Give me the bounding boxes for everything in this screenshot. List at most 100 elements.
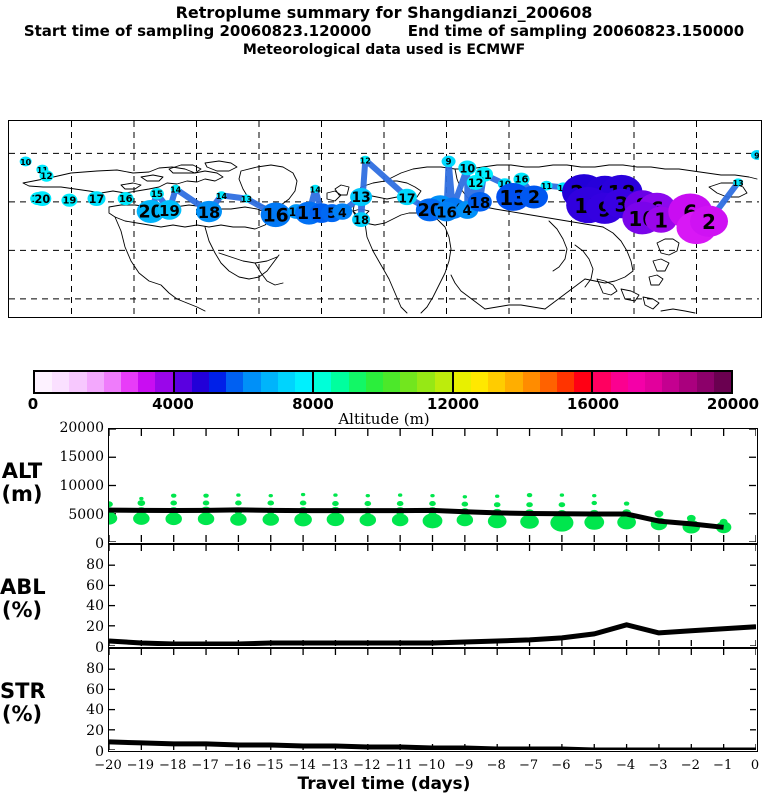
map-cluster-9[interactable]: 13 [241, 194, 252, 205]
altitude-bubble [617, 515, 636, 530]
colorbar-swatch-2-6 [417, 372, 435, 392]
map-cluster-2[interactable]: 16 [117, 192, 134, 206]
world-map-panel[interactable]: 1917161514201918141316151610541413181791… [8, 120, 762, 318]
map-cluster-20[interactable]: 9 [441, 155, 456, 168]
map-cluster-1[interactable]: 17 [87, 191, 106, 206]
x-tick-label-17: −3 [648, 758, 668, 773]
str-plot-panel[interactable] [108, 648, 758, 752]
alt-y-label-4: 20000 [59, 420, 104, 436]
colorbar-swatch-3-5 [539, 372, 557, 392]
altitude-bubble [203, 493, 209, 498]
altitude-bubble [462, 495, 468, 499]
altitude-bubble [299, 500, 307, 506]
cluster-age-label: 20 [138, 203, 162, 223]
altitude-bubble [137, 500, 146, 506]
map-cluster-31[interactable]: 16 [513, 172, 530, 186]
colorbar-swatch-2-1 [331, 372, 349, 392]
map-cluster-4[interactable]: 14 [170, 184, 182, 195]
map-svg: 1917161514201918141316151610541413181791… [9, 121, 759, 315]
altitude-bubble [294, 512, 312, 527]
cluster-age-label: 12 [360, 156, 371, 165]
altitude-bubble [461, 501, 469, 507]
cluster-age-label: 12 [468, 177, 484, 190]
abl-y-label-1: 20 [86, 619, 104, 636]
colorbar-swatch-2-2 [348, 372, 366, 392]
altitude-bubble [430, 493, 435, 498]
map-cluster-3[interactable]: 15 [149, 188, 164, 200]
colorbar-segment-4 [591, 372, 731, 392]
map-cluster-19[interactable]: 17 [396, 188, 417, 206]
map-cluster-54[interactable]: 12 [39, 170, 54, 182]
map-cluster-21[interactable]: 10 [458, 160, 477, 176]
altitude-bubble [139, 496, 144, 501]
map-cluster-49[interactable]: 20 [33, 191, 52, 206]
x-tick-label-2: −18 [158, 758, 187, 773]
cluster-age-label: 14 [216, 192, 228, 201]
str-y-label-3: 60 [86, 681, 104, 698]
colorbar-swatch-3-2 [488, 372, 506, 392]
colorbar-swatch-1-5 [260, 372, 278, 392]
cluster-age-label: 2 [702, 210, 716, 234]
colorbar-swatch-1-1 [191, 372, 209, 392]
altitude-colorbar-panel: 0 4000 8000 12000 16000 20000 Altitude (m) [0, 364, 768, 428]
altitude-bubble [592, 493, 597, 498]
cluster-blob [136, 200, 165, 224]
cluster-blob [310, 184, 321, 193]
map-cluster-23[interactable]: 12 [466, 175, 485, 190]
map-cluster-5[interactable]: 20 [136, 200, 165, 224]
map-cluster-17[interactable]: 13 [350, 187, 373, 207]
abl-y-tick-labels: 0 20 40 60 80 [42, 544, 104, 656]
map-cluster-32[interactable]: 11 [540, 180, 553, 191]
map-cluster-52[interactable]: 10 [19, 156, 32, 167]
cluster-blob [434, 201, 459, 222]
map-cluster-29[interactable]: 18 [467, 191, 492, 212]
altitude-bubble [456, 513, 474, 527]
abl-plot-panel[interactable] [108, 544, 758, 648]
colorbar-segment-0 [35, 372, 173, 392]
cluster-age-label: 10 [20, 158, 32, 167]
colorbar-swatch-0-3 [86, 372, 104, 392]
abl-y-label-2: 40 [86, 598, 104, 615]
cluster-blob [19, 156, 32, 167]
colorbar-tick-0: 0 [27, 395, 39, 413]
map-cluster-8[interactable]: 14 [216, 191, 228, 201]
map-cluster-35[interactable]: 2 [520, 185, 548, 209]
map-cluster-56[interactable]: 12 [360, 155, 371, 166]
map-cluster-10[interactable]: 16 [260, 202, 291, 228]
map-cluster-15[interactable]: 4 [332, 203, 353, 220]
map-cluster-48[interactable]: 2 [690, 205, 728, 237]
altitude-bubble [584, 514, 605, 530]
map-cluster-50[interactable]: 19 [61, 193, 78, 207]
colorbar-swatch-4-6 [696, 372, 714, 392]
cluster-age-label: 18 [198, 203, 221, 222]
page-title: Retroplume summary for Shangdianzi_20060… [175, 3, 593, 22]
colorbar-swatch-2-3 [365, 372, 383, 392]
colorbar-swatch-2-5 [400, 372, 418, 392]
altitude-bubble [550, 513, 574, 532]
colorbar-swatch-4-4 [662, 372, 680, 392]
map-cluster-34[interactable]: 13 [496, 183, 531, 211]
cluster-age-label: 16 [515, 175, 529, 186]
map-cluster-18[interactable]: 18 [352, 212, 371, 227]
x-tick-label-5: −15 [256, 758, 284, 773]
map-cluster-27[interactable]: 16 [434, 201, 459, 222]
altitude-plot-panel[interactable] [108, 428, 758, 544]
map-cluster-6[interactable]: 19 [157, 200, 182, 220]
altitude-bubble [591, 500, 597, 506]
cluster-age-label: 9 [446, 157, 452, 167]
map-cluster-16[interactable]: 14 [310, 184, 322, 195]
colorbar-gradient[interactable] [33, 370, 733, 394]
x-tick-label-9: −11 [385, 758, 413, 773]
str-y-label-1: 20 [86, 723, 104, 740]
cluster-blob [441, 155, 456, 168]
cluster-age-label: 18 [353, 214, 369, 227]
x-tick-label-3: −17 [191, 758, 219, 773]
x-tick-label-12: −8 [486, 758, 506, 773]
sampling-time-row: Start time of sampling 20060823.120000 E… [0, 22, 768, 41]
map-cluster-7[interactable]: 18 [196, 200, 222, 223]
cluster-blob [216, 191, 227, 200]
map-cluster-55[interactable]: 13 [733, 178, 744, 188]
cluster-age-label: 16 [436, 204, 457, 222]
map-cluster-51[interactable]: 9 [750, 150, 759, 160]
abl-line [109, 622, 756, 646]
